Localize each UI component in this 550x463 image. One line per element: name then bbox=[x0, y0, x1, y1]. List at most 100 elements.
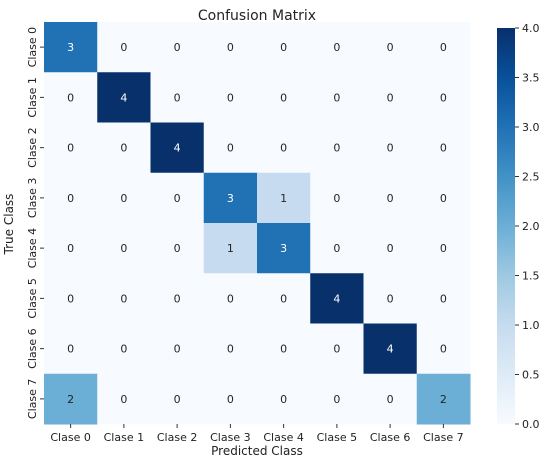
cell-value-label: 0 bbox=[387, 242, 394, 255]
cell-value-label: 4 bbox=[174, 142, 181, 155]
cell-value-label: 0 bbox=[120, 343, 127, 356]
heatmap-cell bbox=[97, 373, 151, 425]
heatmap-cell bbox=[203, 273, 258, 324]
x-tick-label: Clase 1 bbox=[104, 431, 144, 444]
heatmap-cell bbox=[44, 122, 98, 174]
cell-value-label: 0 bbox=[333, 91, 340, 104]
x-axis-label: Predicted Class bbox=[211, 444, 303, 458]
y-tick-label: Clase 6 bbox=[26, 328, 39, 368]
cell-value-label: 0 bbox=[174, 91, 181, 104]
cell-value-label: 2 bbox=[440, 393, 447, 406]
cell-value-label: 0 bbox=[174, 292, 181, 305]
cell-value-label: 0 bbox=[387, 41, 394, 54]
colorbar-tick-label: 2.5 bbox=[522, 171, 540, 184]
y-tick-label: Clase 0 bbox=[26, 27, 39, 67]
cell-value-label: 0 bbox=[333, 192, 340, 205]
heatmap-cell bbox=[203, 172, 258, 224]
y-axis-label: True Class bbox=[2, 194, 16, 256]
heatmap-cell bbox=[310, 122, 364, 174]
cell-value-label: 0 bbox=[440, 343, 447, 356]
cell-value-label: 0 bbox=[67, 142, 74, 155]
heatmap-cell bbox=[44, 323, 98, 375]
cell-value-label: 0 bbox=[120, 393, 127, 406]
heatmap-cell bbox=[44, 22, 98, 73]
cell-value-label: 0 bbox=[174, 41, 181, 54]
cell-value-label: 0 bbox=[387, 142, 394, 155]
colorbar-tick-label: 1.5 bbox=[522, 270, 540, 283]
x-tick-label: Clase 3 bbox=[210, 431, 250, 444]
heatmap-cell bbox=[310, 223, 364, 274]
colorbar: 0.0 0.5 1.0 1.5 2.0 2.5 3.0 3.5 4.0 bbox=[497, 22, 540, 431]
heatmap-cell bbox=[257, 323, 311, 375]
heatmap-cell bbox=[203, 323, 258, 375]
cell-value-label: 0 bbox=[120, 192, 127, 205]
x-tick-label: Clase 4 bbox=[263, 431, 303, 444]
cell-value-label: 0 bbox=[387, 292, 394, 305]
heatmap-cell bbox=[257, 223, 311, 274]
cell-value-label: 0 bbox=[120, 292, 127, 305]
heatmap-cell bbox=[257, 373, 311, 425]
heatmap-cell bbox=[363, 273, 418, 324]
heatmap-cell bbox=[150, 223, 205, 274]
heatmap-cell bbox=[150, 373, 205, 425]
heatmap-cell bbox=[416, 172, 471, 224]
heatmap-cell bbox=[257, 72, 311, 123]
heatmap-cell bbox=[363, 323, 418, 375]
heatmap-cell bbox=[310, 323, 364, 375]
cell-value-label: 0 bbox=[227, 343, 234, 356]
colorbar-tick-label: 3.0 bbox=[522, 121, 540, 134]
heatmap-cell bbox=[150, 122, 205, 174]
cell-value-label: 0 bbox=[227, 91, 234, 104]
colorbar-ticks: 0.0 0.5 1.0 1.5 2.0 2.5 3.0 3.5 4.0 bbox=[515, 22, 540, 431]
heatmap-cell bbox=[257, 273, 311, 324]
colorbar-tick-label: 3.5 bbox=[522, 72, 540, 85]
x-tick-label: Clase 0 bbox=[50, 431, 90, 444]
colorbar-gradient bbox=[497, 28, 515, 424]
y-tick-label: Clase 5 bbox=[26, 278, 39, 318]
cell-value-label: 1 bbox=[280, 192, 287, 205]
cell-value-label: 0 bbox=[440, 41, 447, 54]
heatmap-cell bbox=[416, 223, 471, 274]
cell-value-label: 0 bbox=[227, 142, 234, 155]
cell-value-label: 1 bbox=[227, 242, 234, 255]
heatmap-cell bbox=[310, 22, 364, 73]
x-tick-label: Clase 6 bbox=[370, 431, 410, 444]
heatmap-cell bbox=[203, 22, 258, 73]
cell-value-label: 0 bbox=[387, 91, 394, 104]
cell-value-label: 0 bbox=[333, 343, 340, 356]
cell-value-label: 4 bbox=[333, 292, 340, 305]
heatmap-cell bbox=[257, 172, 311, 224]
cell-value-label: 0 bbox=[440, 91, 447, 104]
colorbar-tick-label: 2.0 bbox=[522, 220, 540, 233]
cell-value-label: 0 bbox=[174, 242, 181, 255]
cell-value-label: 0 bbox=[67, 91, 74, 104]
cell-value-label: 2 bbox=[67, 393, 74, 406]
cell-value-label: 0 bbox=[227, 292, 234, 305]
heatmap-cell bbox=[97, 223, 151, 274]
cell-value-label: 4 bbox=[120, 91, 127, 104]
heatmap-cell bbox=[150, 22, 205, 73]
x-tick-label: Clase 7 bbox=[423, 431, 463, 444]
heatmap-cell bbox=[363, 72, 418, 123]
colorbar-tick-label: 4.0 bbox=[522, 22, 540, 35]
cell-value-label: 0 bbox=[280, 292, 287, 305]
cell-value-label: 0 bbox=[333, 242, 340, 255]
heatmap-cell bbox=[44, 273, 98, 324]
cell-value-label: 0 bbox=[333, 393, 340, 406]
heatmap-cell bbox=[150, 273, 205, 324]
cell-value-label: 0 bbox=[174, 343, 181, 356]
cell-value-label: 0 bbox=[280, 343, 287, 356]
heatmap-cell bbox=[416, 122, 471, 174]
heatmap-cell bbox=[363, 223, 418, 274]
cell-value-label: 0 bbox=[227, 41, 234, 54]
y-tick-label: Clase 1 bbox=[26, 77, 39, 117]
heatmap-cell bbox=[150, 72, 205, 123]
cell-value-label: 0 bbox=[174, 393, 181, 406]
heatmap-cell bbox=[150, 172, 205, 224]
heatmap-cell bbox=[150, 323, 205, 375]
heatmap-cell bbox=[44, 72, 98, 123]
heatmap-cell bbox=[416, 273, 471, 324]
cell-value-label: 3 bbox=[280, 242, 287, 255]
heatmap-cells bbox=[44, 22, 471, 425]
